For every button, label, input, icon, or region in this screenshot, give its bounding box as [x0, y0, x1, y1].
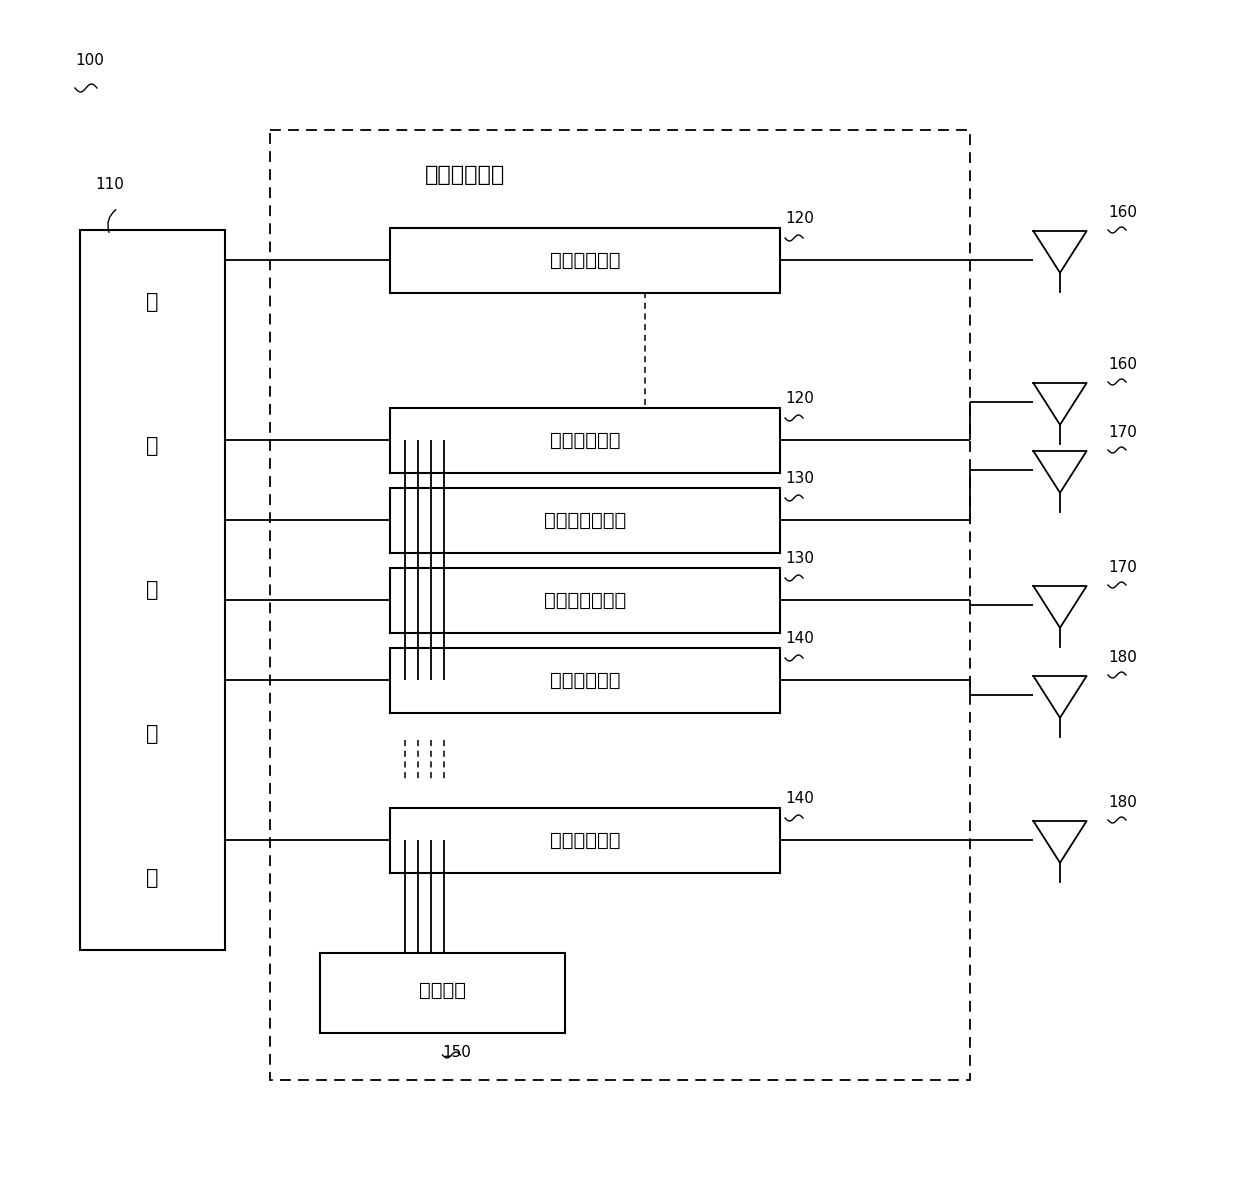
Text: 120: 120	[785, 211, 813, 226]
Text: 160: 160	[1109, 205, 1137, 220]
Text: 130: 130	[785, 470, 813, 486]
Text: 140: 140	[785, 630, 813, 646]
Bar	[320, 953, 565, 1033]
Bar	[391, 228, 780, 293]
Text: 第一射频单元: 第一射频单元	[425, 165, 505, 185]
Text: 制: 制	[146, 724, 159, 744]
Text: 180: 180	[1109, 650, 1137, 665]
Text: 场定位射频模块: 场定位射频模块	[544, 511, 626, 529]
Text: 120: 120	[785, 390, 813, 406]
Text: 场定位射频模块: 场定位射频模块	[544, 591, 626, 609]
Text: 130: 130	[785, 550, 813, 566]
Text: 140: 140	[785, 790, 813, 806]
Bar	[391, 488, 780, 553]
Text: 站: 站	[146, 436, 159, 456]
Text: 数据射频模块: 数据射频模块	[549, 671, 620, 689]
Text: 150: 150	[443, 1045, 471, 1060]
Text: 170: 170	[1109, 560, 1137, 576]
Text: 160: 160	[1109, 357, 1137, 373]
Bar	[391, 408, 780, 473]
FancyArrowPatch shape	[108, 210, 115, 233]
Bar	[391, 568, 780, 633]
Text: 基: 基	[146, 293, 159, 312]
Text: 170: 170	[1109, 425, 1137, 441]
Text: 电源模块: 电源模块	[419, 980, 466, 999]
Bar	[391, 808, 780, 873]
Text: 器: 器	[146, 868, 159, 888]
Text: 110: 110	[95, 177, 124, 192]
Text: 180: 180	[1109, 795, 1137, 810]
Text: 唤醒射频模块: 唤醒射频模块	[549, 251, 620, 270]
Text: 唤醒射频模块: 唤醒射频模块	[549, 431, 620, 449]
Text: 数据射频模块: 数据射频模块	[549, 831, 620, 849]
Bar	[81, 230, 224, 950]
Text: 100: 100	[74, 53, 104, 68]
Text: 控: 控	[146, 580, 159, 601]
Bar	[391, 648, 780, 713]
Bar	[270, 130, 970, 1081]
